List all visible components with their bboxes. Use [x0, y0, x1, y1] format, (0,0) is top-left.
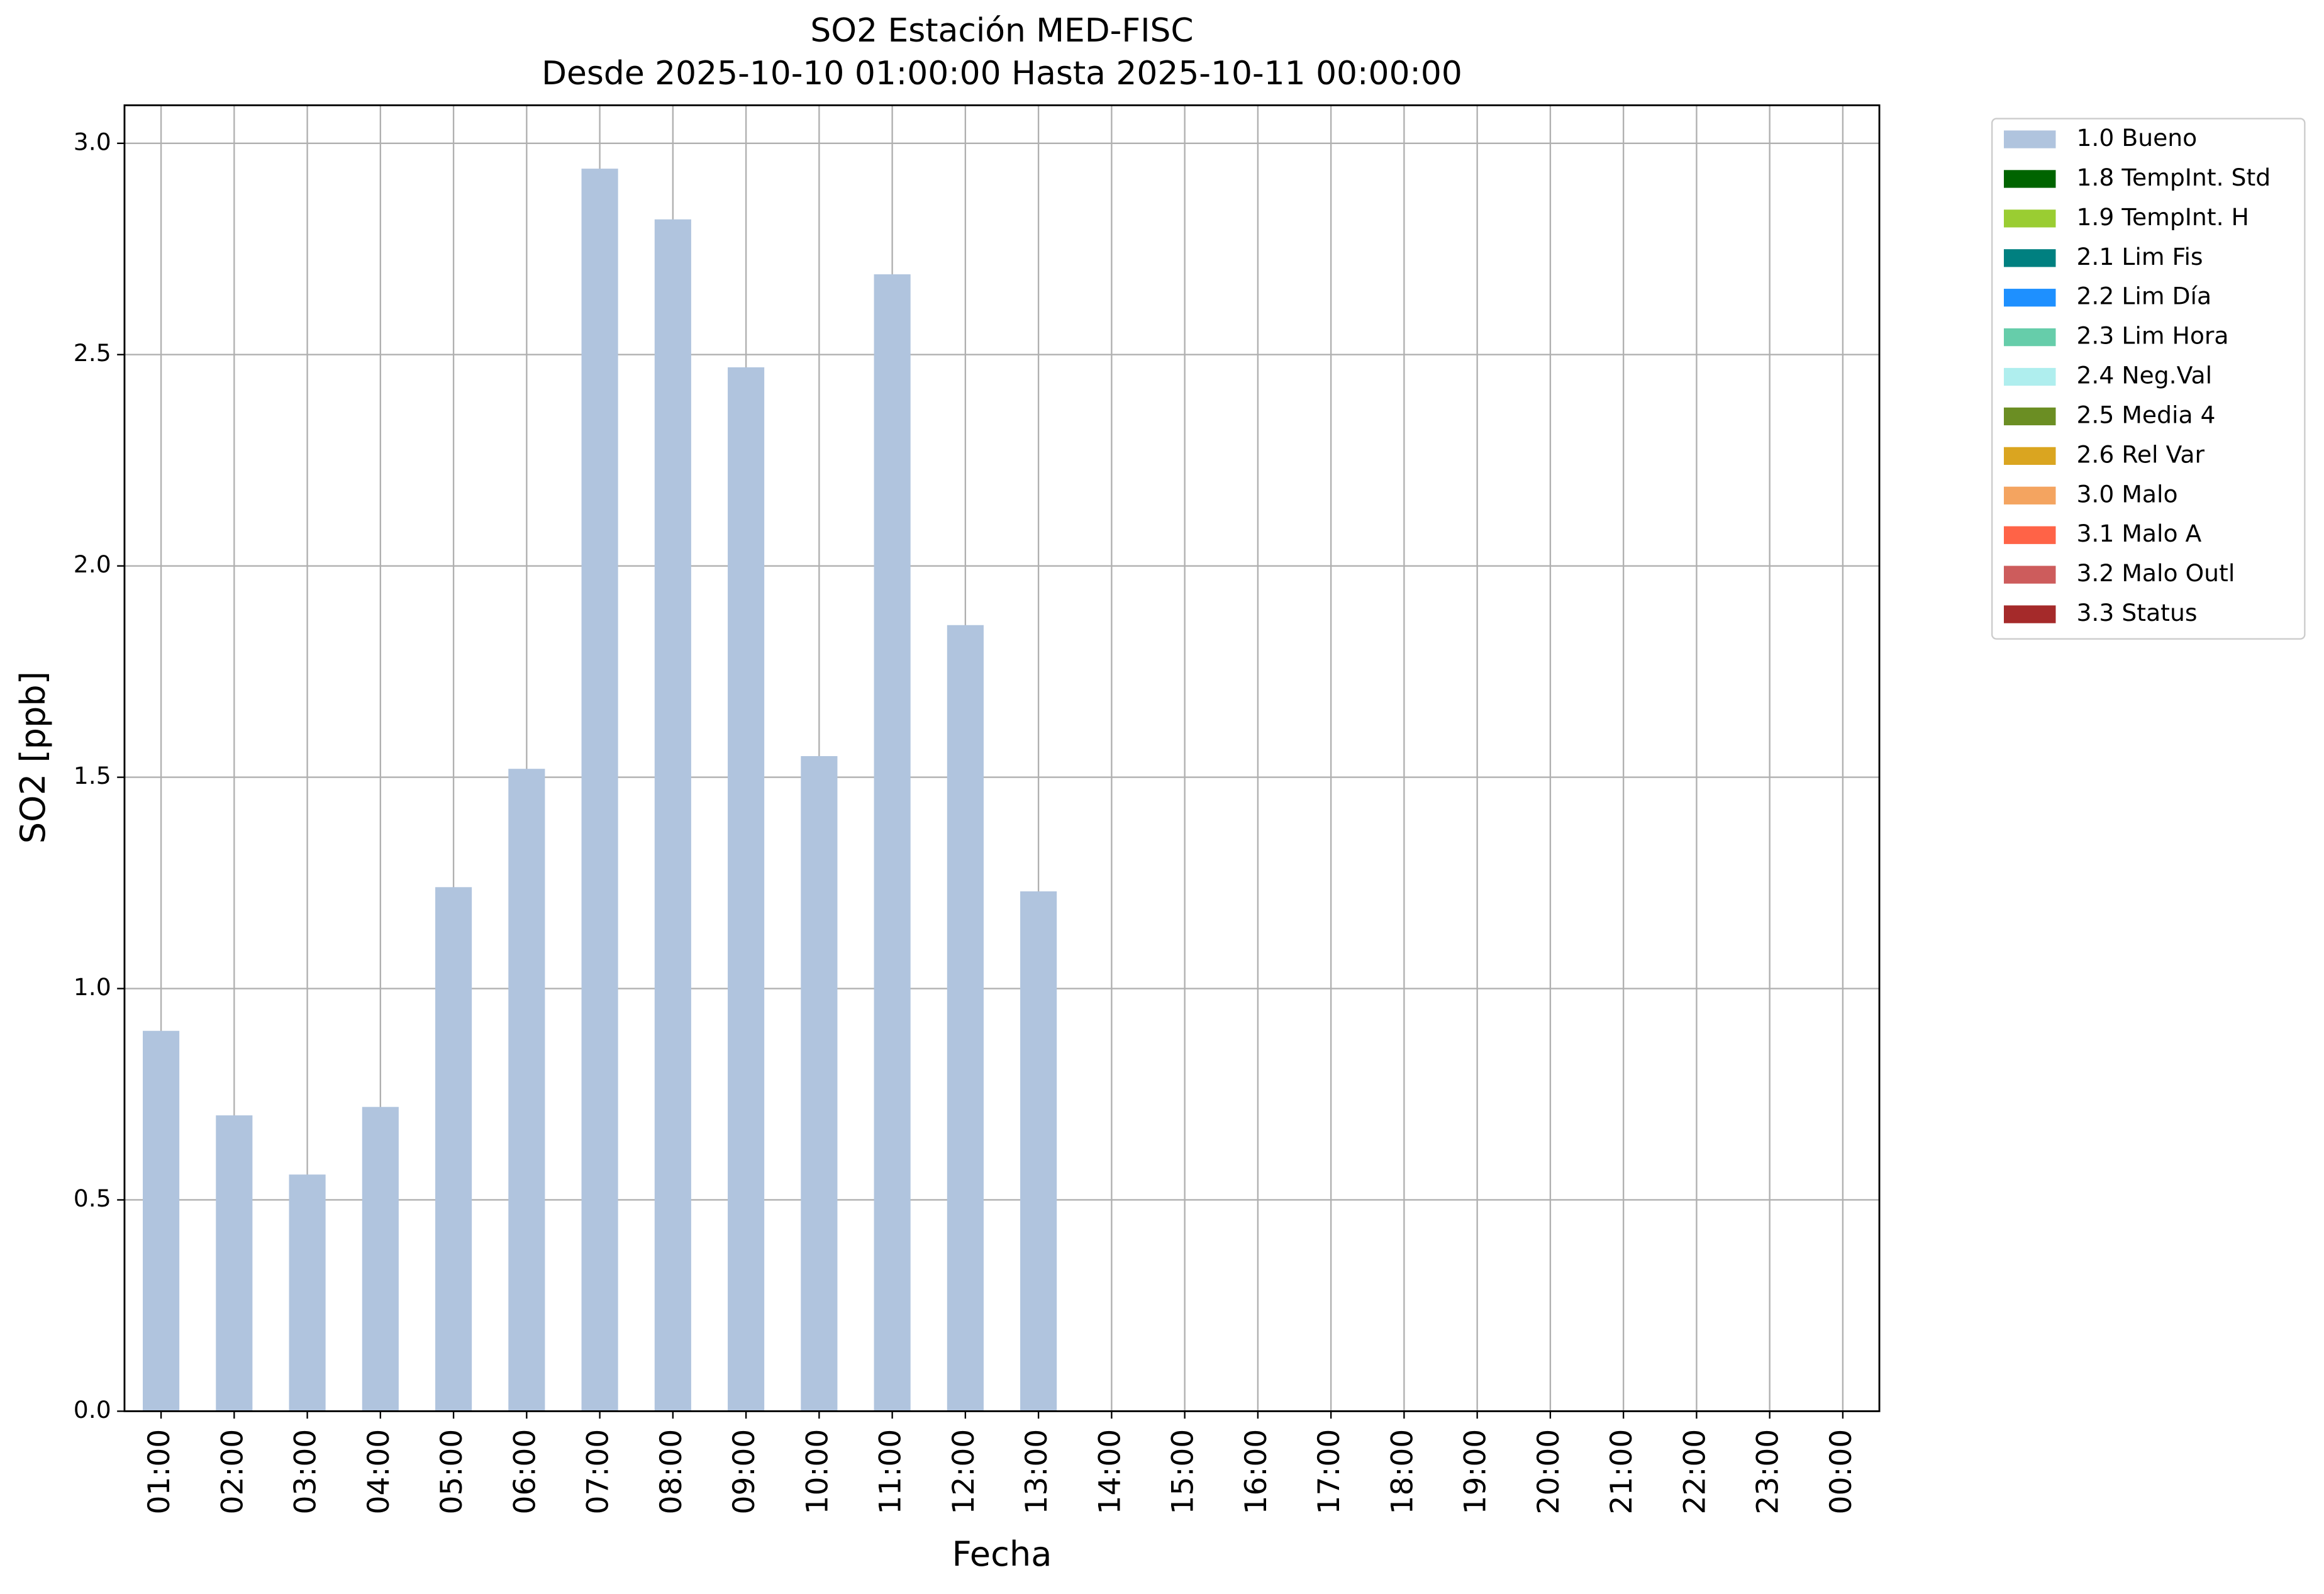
legend-swatch: [2003, 407, 2056, 426]
legend-label: 3.2 Malo Outl: [2076, 559, 2235, 587]
legend-label: 3.1 Malo A: [2076, 520, 2201, 547]
legend-swatch: [2003, 605, 2056, 623]
x-tick-label: 03:00: [289, 1429, 323, 1515]
legend-swatch: [2003, 526, 2056, 544]
x-tick-label: 16:00: [1239, 1429, 1274, 1515]
legend-swatch: [2003, 328, 2056, 347]
y-tick-label: 1.5: [74, 762, 111, 789]
x-tick-label: 13:00: [1020, 1429, 1054, 1515]
chart-subtitle: Desde 2025-10-10 01:00:00 Hasta 2025-10-…: [542, 55, 1462, 92]
x-tick-label: 06:00: [508, 1429, 542, 1515]
legend-swatch: [2003, 170, 2056, 188]
x-tick-label: 12:00: [947, 1429, 981, 1515]
x-axis-label: Fecha: [952, 1534, 1052, 1574]
legend-swatch: [2003, 367, 2056, 386]
x-tick-label: 18:00: [1385, 1429, 1420, 1515]
y-tick-label: 2.0: [74, 550, 111, 578]
y-tick-label: 0.0: [74, 1396, 111, 1424]
legend-swatch: [2003, 566, 2056, 584]
x-tick-label: 17:00: [1312, 1429, 1347, 1515]
legend-swatch: [2003, 249, 2056, 267]
legend-box: [1991, 118, 2306, 640]
legend-label: 1.8 TempInt. Std: [2076, 164, 2271, 191]
legend-label: 3.3 Status: [2076, 599, 2197, 627]
bar: [874, 274, 911, 1412]
legend-swatch: [2003, 130, 2056, 148]
y-tick-label: 0.5: [74, 1184, 111, 1212]
x-tick-label: 23:00: [1751, 1429, 1786, 1515]
plot-frame: [123, 104, 1881, 1412]
legend-swatch: [2003, 447, 2056, 465]
bar: [216, 1115, 253, 1412]
bar: [801, 756, 838, 1412]
x-tick-label: 19:00: [1459, 1429, 1493, 1515]
bar: [654, 219, 691, 1412]
legend-swatch: [2003, 486, 2056, 504]
y-tick-label: 1.0: [74, 973, 111, 1001]
legend-swatch: [2003, 209, 2056, 228]
x-tick-label: 05:00: [435, 1429, 469, 1515]
x-tick-label: 09:00: [727, 1429, 762, 1515]
x-tick-label: 02:00: [215, 1429, 250, 1515]
bar: [728, 367, 765, 1412]
x-tick-label: 22:00: [1677, 1429, 1712, 1515]
x-tick-label: 00:00: [1824, 1429, 1859, 1515]
bar: [143, 1030, 180, 1412]
y-tick-label: 2.5: [74, 339, 111, 367]
bars: [143, 169, 1057, 1412]
legend-label: 2.5 Media 4: [2076, 401, 2215, 428]
x-tick-label: 20:00: [1532, 1429, 1566, 1515]
x-tick-label: 15:00: [1166, 1429, 1201, 1515]
legend-label: 2.4 Neg.Val: [2076, 362, 2212, 389]
chart-title: SO2 Estación MED-FISC: [810, 12, 1193, 50]
legend-label: 2.6 Rel Var: [2076, 440, 2204, 468]
legend-label: 1.9 TempInt. H: [2076, 203, 2249, 231]
y-axis-label: SO2 [ppb]: [13, 671, 53, 844]
legend-label: 2.3 Lim Hora: [2076, 322, 2228, 350]
bar: [289, 1174, 326, 1412]
bar: [508, 769, 545, 1412]
bar: [581, 169, 618, 1412]
legend-label: 2.1 Lim Fis: [2076, 243, 2203, 270]
bar: [1020, 891, 1057, 1412]
x-tick-label: 07:00: [581, 1429, 616, 1515]
bar: [362, 1106, 399, 1412]
legend-label: 1.0 Bueno: [2076, 124, 2197, 152]
y-tick-label: 3.0: [74, 128, 111, 155]
x-tick-label: 10:00: [800, 1429, 835, 1515]
legend: 1.0 Bueno 1.8 TempInt. Std 1.9 TempInt. H 2…: [1991, 118, 2306, 640]
tick-labels: 0.0 0.5 1.0 1.5 2.0 2.5 3.0 01:00 02:00 03:00 04:0…: [74, 128, 1859, 1514]
x-tick-label: 11:00: [874, 1429, 908, 1515]
legend-label: 2.2 Lim Día: [2076, 282, 2211, 310]
x-tick-label: 14:00: [1093, 1429, 1127, 1515]
bar: [947, 625, 984, 1412]
x-tick-label: 01:00: [142, 1429, 177, 1515]
legend-label: 3.0 Malo: [2076, 480, 2177, 508]
x-tick-label: 21:00: [1604, 1429, 1639, 1515]
legend-swatch: [2003, 289, 2056, 307]
x-tick-label: 04:00: [362, 1429, 396, 1515]
x-tick-label: 08:00: [654, 1429, 689, 1515]
bar: [435, 887, 472, 1412]
